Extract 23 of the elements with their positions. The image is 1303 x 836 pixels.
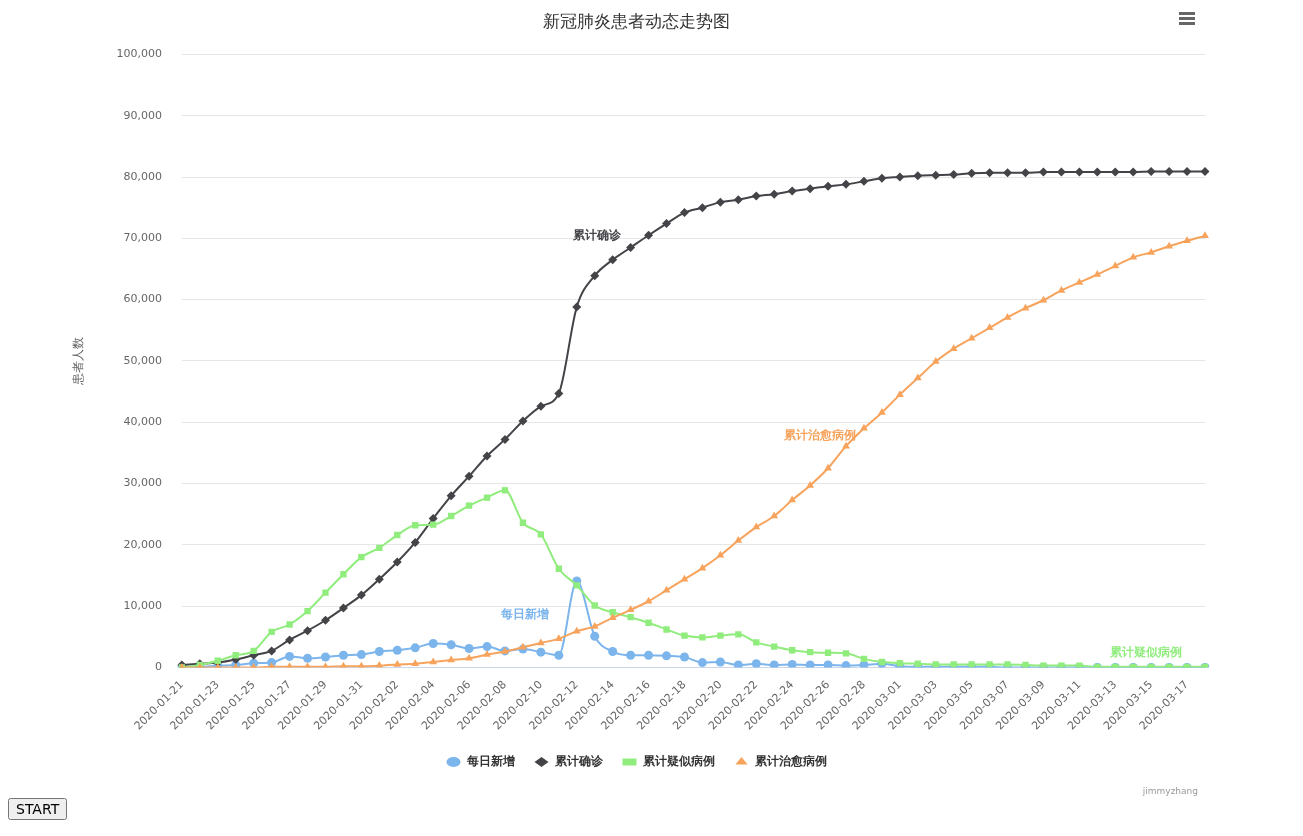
text: jimmyzhang: [1142, 786, 1198, 796]
text: 累计治愈病例: [784, 428, 857, 443]
y-tick-label: 100,000: [116, 47, 162, 61]
y-tick-label: 70,000: [123, 231, 162, 245]
y-tick-label: 30,000: [123, 476, 162, 490]
text: 累计确诊: [572, 227, 621, 242]
text: 每日新增: [500, 607, 549, 622]
y-tick-label: 10,000: [123, 599, 162, 613]
y-tick-label: 80,000: [123, 169, 162, 183]
y-tick-label: 20,000: [123, 537, 162, 551]
chart-title: 新冠肺炎患者动态走势图: [543, 10, 730, 31]
y-tick-label: 50,000: [123, 353, 162, 367]
text: 累计疑似病例: [1110, 644, 1183, 659]
text: START: [8, 798, 68, 820]
legend-label: 累计确诊: [553, 754, 604, 769]
y-tick-label: 90,000: [123, 108, 162, 122]
y-axis-title: 患者人数: [71, 336, 86, 386]
legend-label: 累计疑似病例: [641, 754, 715, 769]
y-tick-label: 0: [154, 660, 162, 674]
y-tick-label: 40,000: [123, 415, 162, 429]
legend-label: 累计治愈病例: [753, 754, 827, 769]
y-tick-label: 60,000: [123, 292, 162, 306]
legend-label: 每日新增: [465, 754, 515, 769]
